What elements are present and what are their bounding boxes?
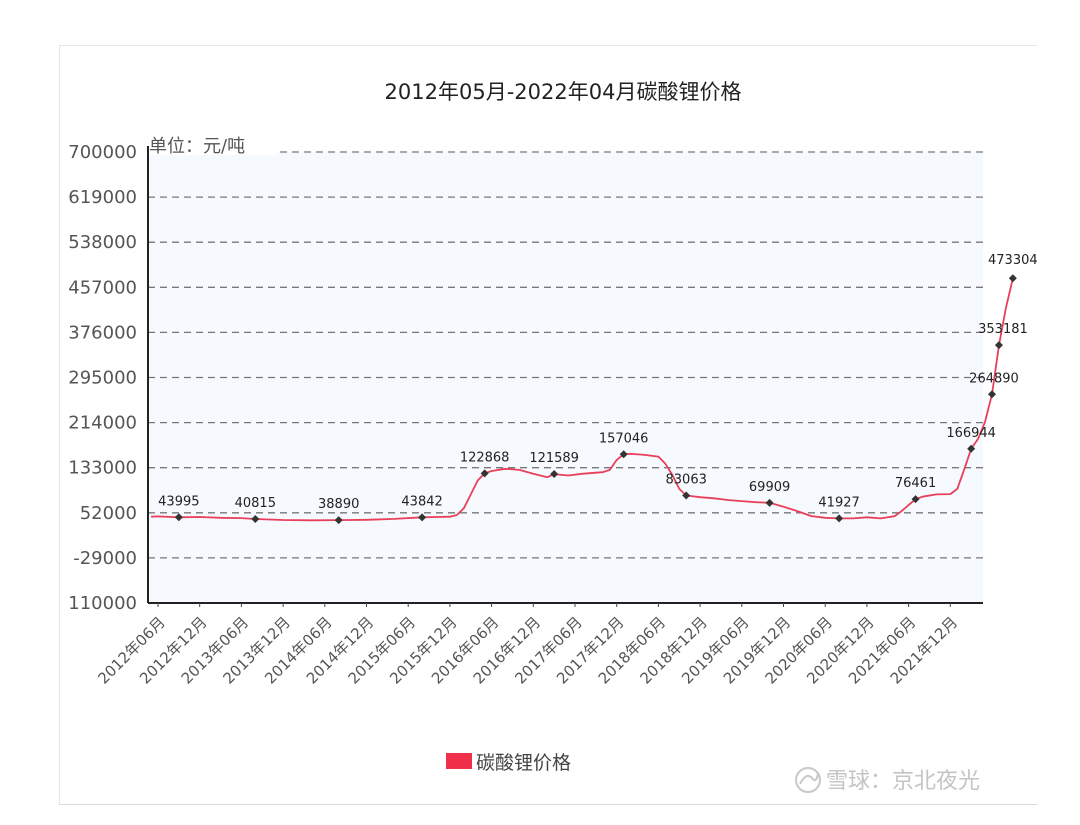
data-label: 41927 — [818, 495, 859, 510]
data-label: 166944 — [946, 426, 996, 441]
data-point-marker — [911, 495, 920, 504]
y-tick-label: 619000 — [68, 187, 137, 208]
plot-area — [148, 152, 983, 603]
data-point-marker — [765, 498, 774, 507]
y-tick-label: 133000 — [68, 458, 137, 479]
data-point-marker — [480, 469, 489, 478]
data-label: 43842 — [401, 494, 442, 509]
y-tick-label: 700000 — [68, 142, 137, 163]
data-label: 122868 — [460, 450, 510, 465]
data-point-marker — [967, 444, 976, 453]
snowball-logo-mark — [799, 773, 819, 785]
data-label: 43995 — [158, 494, 199, 509]
y-tick-label: 110000 — [68, 593, 137, 614]
watermark-text: 雪球：京北夜光 — [826, 769, 980, 794]
legend-label[interactable]: 碳酸锂价格 — [476, 752, 571, 774]
data-label: 264890 — [969, 371, 1019, 386]
price-line — [151, 277, 1014, 522]
data-label: 38890 — [318, 497, 359, 512]
unit-label-bg — [149, 135, 277, 155]
data-label: 121589 — [529, 451, 579, 466]
y-tick-label: 457000 — [68, 277, 137, 298]
data-point-marker — [994, 341, 1003, 350]
y-tick-label: 52000 — [80, 503, 137, 524]
data-point-marker — [334, 516, 343, 525]
y-tick-label: 538000 — [68, 232, 137, 253]
data-point-marker — [1008, 274, 1017, 283]
data-point-marker — [418, 513, 427, 522]
chart-frame — [59, 45, 1037, 805]
legend-swatch — [446, 753, 472, 769]
data-label: 76461 — [895, 476, 936, 491]
y-tick-label: 295000 — [68, 368, 137, 389]
data-point-marker — [174, 513, 183, 522]
chart-title: 2012年05月-2022年04月碳酸锂价格 — [385, 80, 742, 104]
data-point-marker — [835, 514, 844, 523]
y-tick-label: 376000 — [68, 322, 137, 343]
data-label: 83063 — [666, 473, 707, 488]
data-label: 157046 — [599, 431, 649, 446]
y-tick-label: -29000 — [73, 548, 137, 569]
y-tick-label: 214000 — [68, 413, 137, 434]
data-point-marker — [251, 515, 260, 524]
data-label: 473304 — [988, 253, 1038, 268]
data-point-marker — [550, 470, 559, 479]
data-label: 40815 — [235, 496, 276, 511]
data-point-marker — [988, 390, 996, 399]
data-label: 353181 — [978, 322, 1028, 337]
snowball-logo-icon — [795, 767, 821, 793]
unit-label: 单位：元/吨 — [149, 136, 245, 157]
data-label: 69909 — [749, 480, 790, 495]
data-point-marker — [619, 450, 628, 459]
data-point-marker — [682, 491, 691, 500]
